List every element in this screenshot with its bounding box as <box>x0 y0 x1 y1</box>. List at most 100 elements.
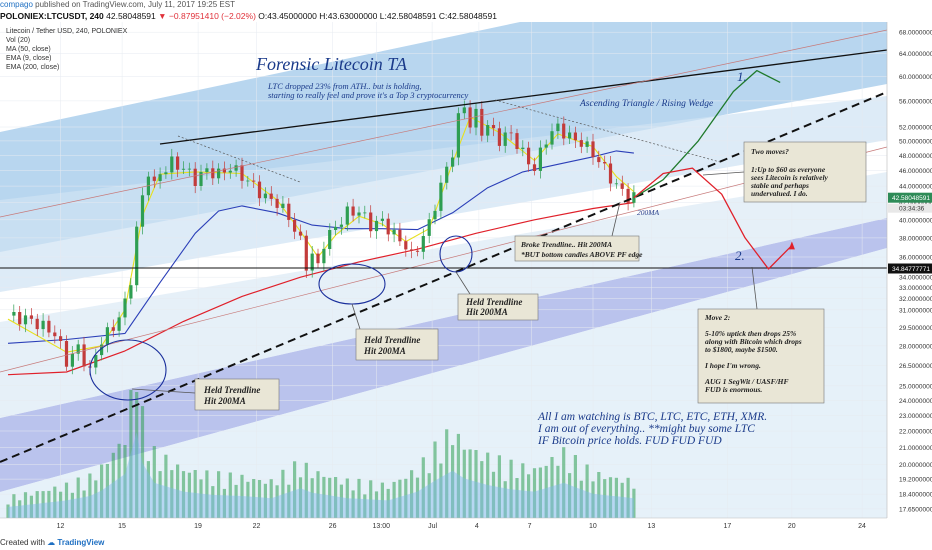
candle-body <box>287 203 291 220</box>
legend-ma50[interactable]: MA (50, close) <box>6 46 51 53</box>
price-tick-label: 20.00000000 <box>899 462 932 469</box>
svg-text:sees Litecoin is relatively: sees Litecoin is relatively <box>750 173 829 182</box>
author-link[interactable]: compago <box>0 0 33 9</box>
candle-body <box>252 180 256 182</box>
subtitle-line2: starting to really feel and prove it's a… <box>268 90 469 100</box>
candle-body <box>298 231 303 236</box>
price-tick-label: 25.00000000 <box>899 383 932 390</box>
candle-body <box>462 107 466 114</box>
volume-bar <box>6 504 10 518</box>
created-with-text: Created with <box>0 538 45 547</box>
svg-text:FUD is enormous.: FUD is enormous. <box>705 385 762 394</box>
resistance-trendline <box>159 49 888 145</box>
candle-body <box>620 183 624 189</box>
time-tick-label: 26 <box>329 523 337 530</box>
volume-bar <box>164 454 168 518</box>
volume-bar <box>427 473 431 518</box>
symbol-name[interactable]: POLONIEX:LTCUSDT, 240 <box>0 11 104 21</box>
candle-body <box>556 123 560 132</box>
candle-body <box>123 298 127 318</box>
time-tick-label: 22 <box>253 523 261 530</box>
volume-bar <box>521 463 525 518</box>
volume-bar <box>217 471 221 518</box>
falling-dotted-line-1 <box>177 135 301 183</box>
callout-line-2 <box>351 303 361 330</box>
volume-bar <box>257 480 262 518</box>
symbol-bar: POLONIEX:LTCUSDT, 240 42.58048591 ▼ −0.8… <box>0 10 932 22</box>
tradingview-logo-icon: ☁ <box>47 538 56 547</box>
volume-bar <box>462 449 466 518</box>
candle-body <box>41 320 45 330</box>
countdown-label: 03:34:36 <box>899 206 925 213</box>
legend-main[interactable]: Litecoin / Tether USD, 240, POLONIEX <box>6 28 128 35</box>
volume-bar <box>632 488 636 518</box>
volume-bar <box>398 479 402 518</box>
legend-ema9[interactable]: EMA (9, close) <box>6 55 52 62</box>
candle-body <box>23 315 28 325</box>
legend-ema200[interactable]: EMA (200, close) <box>6 64 59 71</box>
svg-text:1:Up to $60 as everyone: 1:Up to $60 as everyone <box>751 165 826 174</box>
candle-body <box>573 132 577 141</box>
candle-body <box>538 147 542 171</box>
volume-bar <box>82 490 86 518</box>
channel-inner-band <box>0 96 887 292</box>
volume-bar <box>386 488 390 518</box>
candle-body <box>70 353 74 367</box>
candle-body <box>509 132 513 134</box>
candle-body <box>351 206 355 216</box>
marker-2: 2. <box>735 248 745 263</box>
legend-volume[interactable]: Vol (20) <box>6 37 30 44</box>
candle-body <box>415 250 420 252</box>
candle-body <box>304 235 308 271</box>
candle-body <box>451 157 455 167</box>
volume-bar <box>608 477 613 518</box>
callout-line-4 <box>611 201 621 237</box>
current-price-box <box>888 192 932 203</box>
svg-text:Broke Trendline.. Hit 200MA: Broke Trendline.. Hit 200MA <box>520 240 612 249</box>
svg-text:Held Trendline: Held Trendline <box>363 335 420 345</box>
tradingview-brand[interactable]: TradingView <box>57 538 105 547</box>
volume-bar <box>351 490 355 518</box>
candle-body <box>53 332 57 337</box>
candle-body <box>152 176 156 181</box>
time-tick-label: 20 <box>788 523 796 530</box>
candle-body <box>410 249 414 251</box>
volume-bar <box>263 483 267 518</box>
channel-upper-line <box>0 29 888 218</box>
bottom-band <box>0 248 887 518</box>
volume-bar <box>532 468 537 518</box>
footer: Created with ☁ TradingView <box>0 536 932 550</box>
candle-body <box>421 236 425 252</box>
candle-body <box>433 210 437 220</box>
volume-bar <box>193 470 197 518</box>
falling-dotted-line-2 <box>494 99 721 163</box>
note-held-2: Held Trendline Hit 200MA <box>355 328 439 361</box>
price-chart[interactable]: Litecoin / Tether USD, 240, POLONIEX Vol… <box>0 22 932 540</box>
time-tick-label: Jul <box>428 523 437 530</box>
svg-text:along with Bitcoin which drops: along with Bitcoin which drops <box>705 337 802 346</box>
volume-bar <box>70 492 74 518</box>
pattern-label: Ascending Triangle / Rising Wedge <box>579 99 713 109</box>
volume-bar <box>59 491 63 518</box>
svg-text:to $1800, maybe $1500.: to $1800, maybe $1500. <box>705 345 778 354</box>
volume-bar <box>363 494 367 518</box>
volume-bar <box>199 479 203 518</box>
volume-bar <box>380 482 384 518</box>
volume-bar <box>392 481 396 518</box>
candle-body <box>334 226 338 230</box>
candle-body <box>47 320 51 333</box>
candle-body <box>76 344 80 354</box>
volume-bar <box>146 461 150 518</box>
price-tick-label: 17.65000000 <box>899 506 932 513</box>
candle-body <box>211 168 215 179</box>
candle-body <box>521 147 525 149</box>
volume-bar <box>88 473 92 518</box>
ohlc-values: O:43.45000000 H:43.63000000 L:42.5804859… <box>258 11 497 21</box>
svg-text:5-10% uptick then drops 25%: 5-10% uptick then drops 25% <box>705 329 796 338</box>
time-axis[interactable] <box>0 518 887 532</box>
volume-bar <box>18 500 22 518</box>
volume-bar <box>135 392 139 518</box>
candles <box>12 100 636 376</box>
channel-midline <box>0 146 888 373</box>
volume-bar <box>474 450 478 518</box>
